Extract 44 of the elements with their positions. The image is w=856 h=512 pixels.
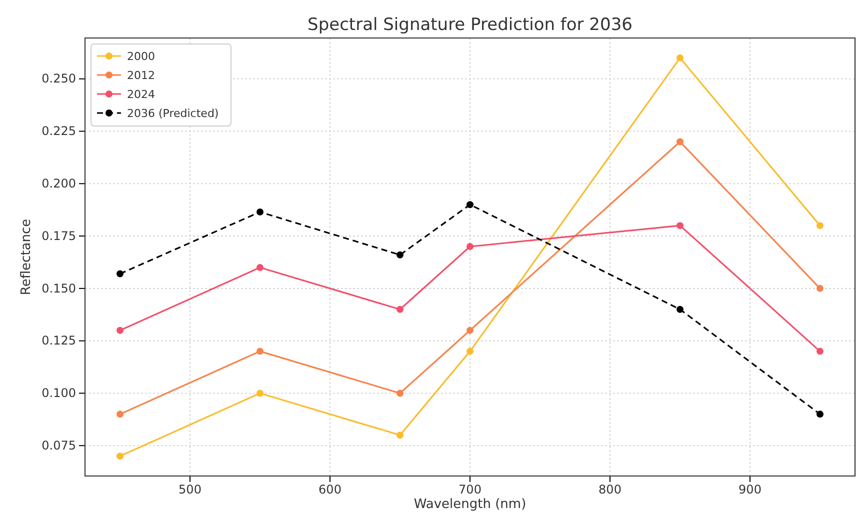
legend-label: 2012 (127, 69, 155, 82)
point (396, 390, 404, 397)
y-axis-title: Reflectance (19, 218, 34, 296)
x-tick-label: 800 (598, 482, 622, 497)
y-tick-label: 0.250 (42, 72, 76, 86)
legend-label: 2036 (Predicted) (127, 107, 219, 120)
point (816, 284, 824, 292)
y-tick-label: 0.100 (42, 386, 76, 400)
point (256, 208, 264, 216)
point (116, 270, 124, 278)
y-tick-label: 0.200 (42, 176, 76, 190)
point (676, 54, 684, 62)
point (116, 452, 124, 460)
legend-label: 2024 (127, 88, 155, 101)
y-tick-label: 0.125 (42, 334, 76, 348)
point (676, 306, 684, 313)
x-axis-title: Wavelength (nm) (414, 497, 526, 512)
point (816, 222, 824, 230)
x-tick-label: 900 (738, 482, 762, 497)
point (466, 326, 474, 334)
point (256, 264, 264, 271)
y-tick-label: 0.225 (42, 124, 76, 138)
point (116, 410, 124, 418)
point (466, 201, 474, 208)
point (816, 410, 824, 418)
point (466, 243, 474, 250)
point (256, 348, 264, 355)
point (676, 222, 684, 230)
point (396, 251, 404, 258)
legend-label: 2000 (127, 50, 155, 63)
point (816, 348, 824, 355)
y-tick-label: 0.175 (42, 228, 76, 243)
point (256, 390, 264, 397)
chart-title: Spectral Signature Prediction for 2036 (308, 15, 632, 35)
point (396, 306, 404, 313)
point (396, 432, 404, 439)
point (116, 326, 124, 334)
point (466, 348, 474, 355)
x-tick-label: 600 (318, 482, 342, 497)
point (676, 138, 684, 146)
x-tick-label: 700 (458, 482, 482, 497)
y-tick-label: 0.150 (42, 281, 76, 296)
y-tick-label: 0.075 (42, 438, 76, 452)
x-tick-label: 500 (178, 482, 202, 497)
